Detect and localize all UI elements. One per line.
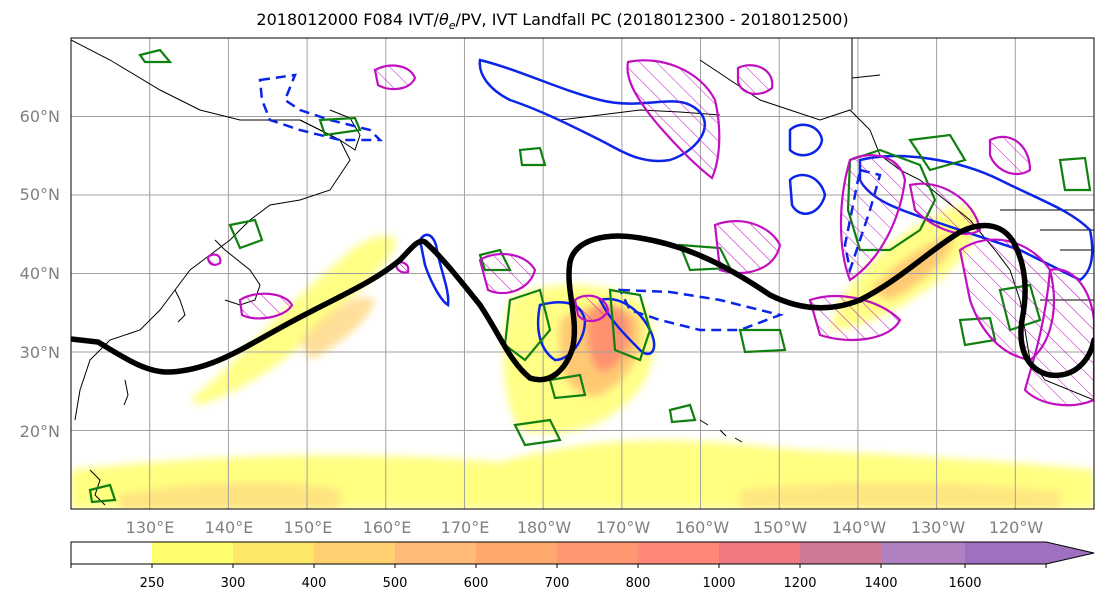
lon-label-130w: 130°W	[911, 518, 966, 537]
title-suffix: /PV, IVT Landfall PC (2018012300 - 20180…	[455, 10, 849, 29]
title-theta-sub: e	[448, 19, 456, 33]
ivt-band-west-core	[300, 297, 375, 360]
ivt-band-south-core	[120, 482, 340, 509]
blue-contour-gulf-2	[788, 173, 827, 215]
coast-us-states	[1000, 209, 1094, 301]
magenta-contour-8	[839, 154, 907, 282]
coast-korea	[174, 289, 186, 323]
green-contour-6	[503, 288, 552, 362]
coast-taiwan	[123, 379, 129, 406]
magenta-contour-3	[736, 64, 774, 96]
lon-label-120w: 120°W	[989, 518, 1044, 537]
green-contour-14	[513, 418, 562, 447]
ivt-band-central-core	[587, 306, 630, 372]
colorbar-extend-arrow	[1046, 542, 1094, 564]
green-contour-11	[908, 133, 967, 172]
lon-label-140e: 140°E	[205, 518, 254, 537]
lat-label-60: 60°N	[20, 107, 60, 126]
lon-label-160w: 160°W	[675, 518, 730, 537]
colorbar-seg-2	[233, 542, 314, 564]
lon-label-140w: 140°W	[832, 518, 887, 537]
green-contour-7	[608, 288, 652, 362]
green-contour-17	[1058, 156, 1092, 192]
colorbar-tick-600: 600	[464, 576, 489, 591]
title-prefix: 2018012000 F084 IVT/	[256, 10, 439, 29]
green-contour-1	[138, 48, 173, 64]
lon-label-160e: 160°E	[363, 518, 412, 537]
colorbar-seg-3	[314, 542, 395, 564]
magenta-contour-6	[573, 294, 610, 323]
pv-contour-line	[71, 222, 1094, 383]
green-contour-18	[88, 483, 117, 504]
lon-label-150e: 150°E	[284, 518, 333, 537]
colorbar-tick-1200: 1200	[783, 576, 816, 591]
magenta-contour-10	[908, 182, 982, 235]
colorbar-seg-1	[152, 542, 233, 564]
green-contour-9	[738, 328, 787, 354]
lon-label-150w: 150°W	[753, 518, 808, 537]
lat-label-30: 30°N	[20, 343, 60, 362]
colorbar-outline	[70, 541, 1095, 565]
magenta-contour-14	[206, 253, 222, 266]
magenta-contour-4	[238, 292, 294, 320]
magenta-contour-2	[626, 59, 721, 180]
lon-label-180w: 180°W	[517, 518, 572, 537]
lon-label-170e: 170°E	[441, 518, 490, 537]
magenta-contour-12	[988, 135, 1032, 176]
coast-hawaii	[699, 419, 743, 443]
green-contour-2	[318, 116, 362, 137]
blue-contour-japan	[418, 233, 450, 308]
green-contour-3	[518, 146, 547, 167]
colorbar-seg-10	[881, 542, 965, 564]
ivt-shading	[71, 205, 1094, 509]
colorbar-tick-800: 800	[626, 576, 651, 591]
colorbar-seg-7	[638, 542, 719, 564]
latitude-labels: 60°N 50°N 40°N 30°N 20°N	[20, 107, 60, 441]
colorbar-seg-8	[719, 542, 800, 564]
green-contours	[88, 48, 1092, 504]
colorbar-ticks	[70, 564, 1047, 568]
green-contour-4	[228, 218, 264, 250]
lat-label-50: 50°N	[20, 185, 60, 204]
colorbar-seg-11	[965, 542, 1046, 564]
blue-contour-gulf	[788, 123, 824, 157]
colorbar-seg-5	[476, 542, 557, 564]
colorbar-tick-250: 250	[140, 576, 165, 591]
colorbar-tick-1600: 1600	[948, 576, 981, 591]
lon-label-130e: 130°E	[126, 518, 175, 537]
blue-contour-dashed-central	[617, 288, 785, 332]
colorbar-tick-1000: 1000	[702, 576, 735, 591]
coast-canada-border	[851, 38, 881, 110]
colorbar-seg-0	[71, 542, 152, 564]
lon-label-170w: 170°W	[596, 518, 651, 537]
longitude-labels: 130°E 140°E 150°E 160°E 170°E 180°W 170°…	[126, 518, 1044, 537]
colorbar-tick-1400: 1400	[864, 576, 897, 591]
colorbar-tick-300: 300	[221, 576, 246, 591]
colorbar-seg-9	[800, 542, 881, 564]
map-plot-area	[71, 38, 1094, 509]
colorbar-seg-4	[395, 542, 476, 564]
lat-label-40: 40°N	[20, 264, 60, 283]
blue-contour-dashed-west	[258, 73, 384, 142]
magenta-contour-1	[373, 64, 417, 91]
green-contour-15	[668, 403, 697, 424]
ivt-band-southeast-core	[740, 482, 1060, 509]
colorbar-tick-700: 700	[545, 576, 570, 591]
map-title: 2018012000 F084 IVT/θe/PV, IVT Landfall …	[0, 10, 1105, 32]
map-frame	[70, 37, 1095, 510]
green-contour-16	[548, 373, 587, 400]
title-theta: θ	[438, 10, 449, 29]
colorbar-seg-6	[557, 542, 638, 564]
magenta-contour-15	[394, 261, 410, 274]
colorbar-tick-500: 500	[383, 576, 408, 591]
colorbar-tick-400: 400	[302, 576, 327, 591]
coast-asia	[71, 39, 351, 421]
magenta-contour-5	[478, 253, 537, 295]
colorbar: 250 300 400 500 600 700 800 1000 1200 14…	[70, 541, 1095, 591]
lat-label-20: 20°N	[20, 422, 60, 441]
